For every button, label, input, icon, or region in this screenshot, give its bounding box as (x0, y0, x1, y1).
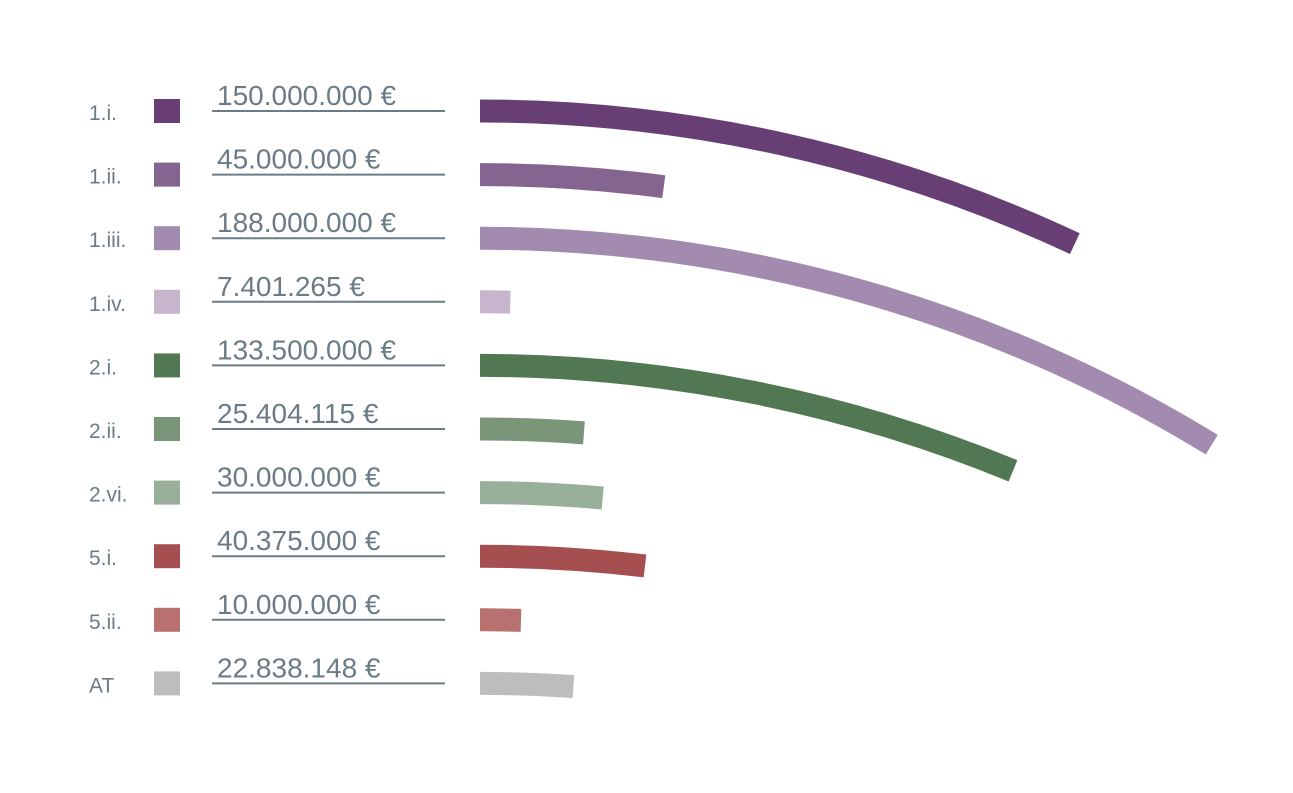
bar-arc (480, 544, 647, 578)
category-label: AT (89, 674, 114, 697)
category-label: 5.ii. (89, 611, 122, 634)
bar-row: 2.i. 133.500.000 € (89, 334, 1018, 482)
bar-row: 1.i. 150.000.000 € (89, 80, 1080, 255)
bar-arc (480, 99, 1080, 255)
legend-swatch (154, 162, 180, 187)
legend-swatch (154, 99, 180, 123)
category-label: 2.i. (89, 356, 117, 379)
value-label: 40.375.000 € (217, 525, 381, 556)
legend-swatch (154, 671, 180, 696)
bar-row: 1.ii. 45.000.000 € (89, 144, 666, 199)
bar-arc (480, 608, 522, 632)
value-label: 45.000.000 € (217, 144, 381, 175)
category-label: 1.i. (89, 102, 117, 125)
bar-row: 5.i. 40.375.000 € (89, 525, 647, 578)
category-label: 1.ii. (89, 166, 122, 189)
value-label: 7.401.265 € (217, 271, 365, 302)
bar-arc (480, 290, 511, 314)
legend-swatch (154, 226, 180, 251)
value-label: 150.000.000 € (217, 80, 396, 111)
bar-row: 1.iii. 188.000.000 € (89, 207, 1218, 455)
category-label: 1.iv. (89, 293, 126, 316)
bar-row: 2.ii. 25.404.115 € (89, 398, 585, 445)
legend-swatch (154, 480, 180, 505)
value-label: 10.000.000 € (217, 589, 381, 620)
category-label: 5.i. (89, 547, 117, 570)
bar-arc (480, 671, 575, 698)
value-label: 25.404.115 € (217, 398, 379, 429)
bar-arc (480, 481, 604, 510)
value-label: 30.000.000 € (217, 462, 381, 493)
legend-swatch (154, 607, 180, 632)
value-label: 22.838.148 € (217, 652, 381, 683)
value-label: 133.500.000 € (217, 334, 396, 365)
bar-row: AT 22.838.148 € (89, 652, 575, 698)
bar-arc (480, 226, 1218, 455)
bar-row: 2.vi. 30.000.000 € (89, 462, 604, 510)
bar-arc (480, 417, 585, 445)
bar-arc (480, 353, 1018, 482)
category-label: 2.vi. (89, 484, 128, 507)
legend-swatch (154, 353, 180, 378)
bar-arc (480, 163, 666, 199)
bar-row: 1.iv. 7.401.265 € (89, 271, 511, 316)
legend-swatch (154, 417, 180, 441)
value-label: 188.000.000 € (217, 207, 396, 238)
legend-swatch (154, 289, 180, 314)
category-label: 2.ii. (89, 420, 122, 443)
category-label: 1.iii. (89, 229, 126, 252)
bar-row: 5.ii. 10.000.000 € (89, 589, 522, 634)
legend-swatch (154, 544, 180, 569)
